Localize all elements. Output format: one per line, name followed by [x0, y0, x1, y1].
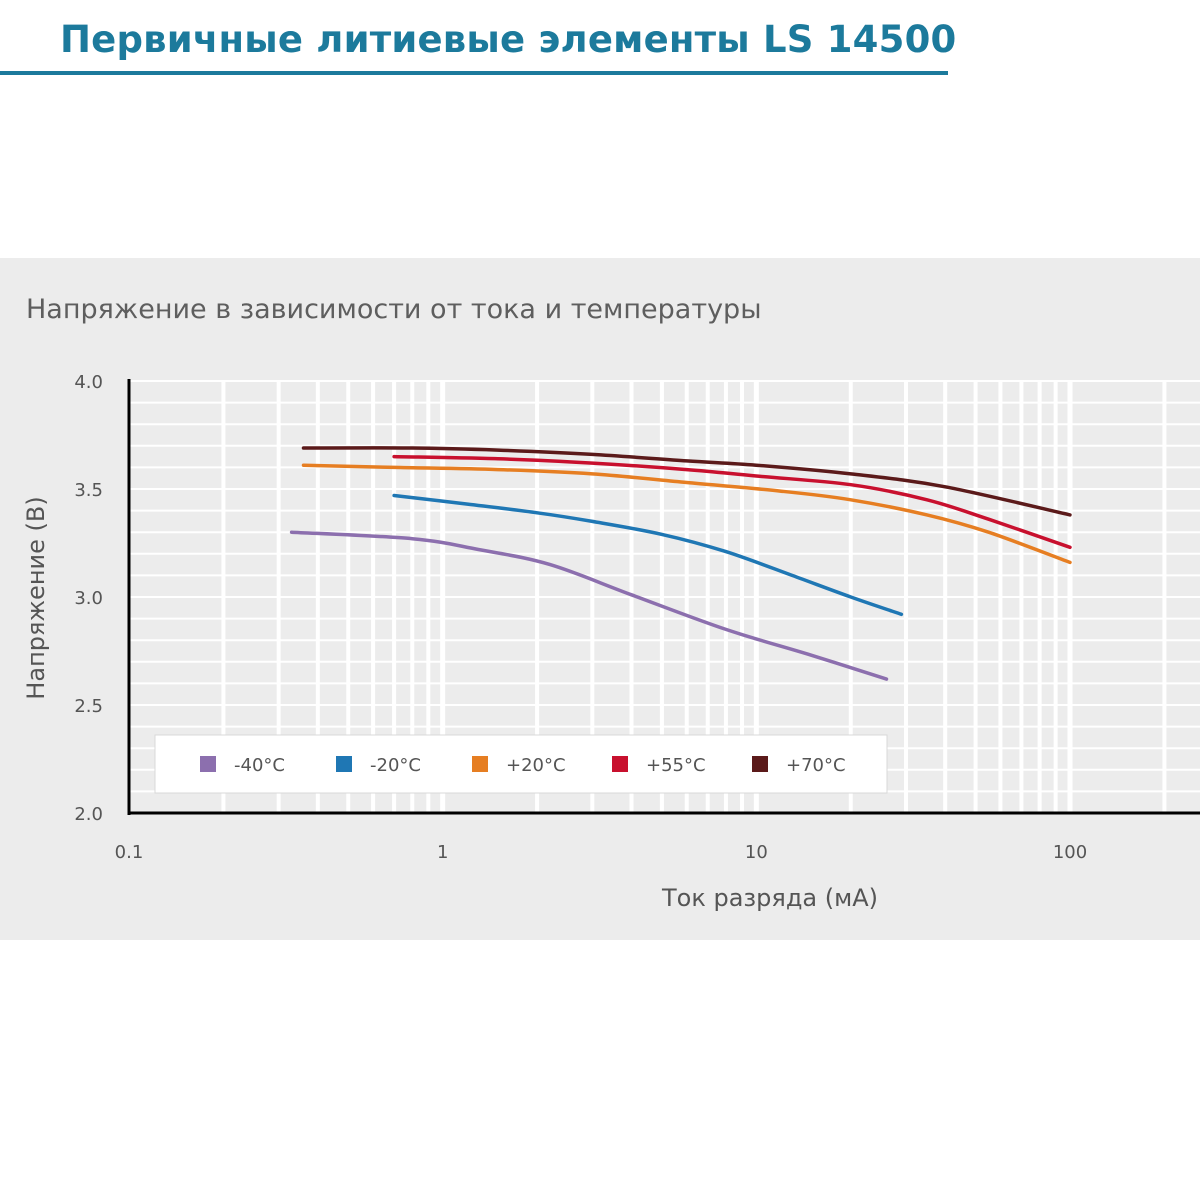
legend-label: -20°C [370, 755, 421, 776]
chart-axes [127, 379, 1200, 815]
legend-swatch [200, 756, 216, 772]
legend-label: +55°C [646, 755, 706, 776]
legend-label: +20°C [506, 755, 566, 776]
y-tick-label: 3.0 [74, 588, 103, 609]
title-underline [0, 71, 948, 75]
chart-title: Напряжение в зависимости от тока и темпе… [26, 294, 762, 325]
legend-label: +70°C [786, 755, 846, 776]
x-tick-label: 100 [1053, 842, 1087, 863]
series-line-4 [392, 454, 1072, 550]
x-axis-label: Ток разряда (мА) [661, 884, 878, 912]
y-tick-label: 3.5 [74, 480, 103, 501]
x-tick-label: 0.1 [115, 842, 144, 863]
y-tick-label: 2.5 [74, 696, 103, 717]
y-tick-label: 2.0 [74, 804, 103, 825]
chart-legend: -40°C -20°C +20°C +55°C +70°C [154, 734, 888, 794]
y-tick-label: 4.0 [74, 372, 103, 393]
legend-swatch [612, 756, 628, 772]
chart-ticks: 0.1 1 10 100 2.0 2.5 3.0 3.5 4.0 [74, 372, 1087, 863]
chart-series [289, 446, 1072, 681]
legend-swatch [472, 756, 488, 772]
legend-swatch [336, 756, 352, 772]
series-line-5 [301, 446, 1072, 517]
series-line-1 [289, 530, 889, 681]
series-line-2 [392, 493, 904, 617]
series-line-3 [301, 463, 1072, 565]
legend-label: -40°C [234, 755, 285, 776]
x-tick-label: 10 [745, 842, 768, 863]
legend-swatch [752, 756, 768, 772]
page-title: Первичные литиевые элементы LS 14500 [60, 18, 957, 61]
y-axis-label: Напряжение (В) [22, 496, 50, 699]
x-tick-label: 1 [437, 842, 448, 863]
